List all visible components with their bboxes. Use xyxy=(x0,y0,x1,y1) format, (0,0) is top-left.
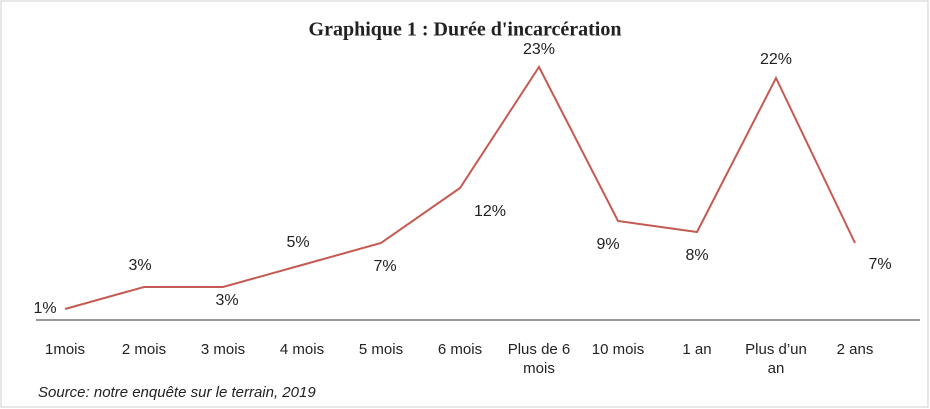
data-label: 7% xyxy=(868,256,891,273)
data-label: 1% xyxy=(33,300,56,317)
x-tick-label: 5 mois xyxy=(358,341,404,358)
x-tick-label: 10 mois xyxy=(591,341,645,358)
data-label: 23% xyxy=(523,41,555,58)
data-label: 3% xyxy=(215,292,238,309)
data-label: 5% xyxy=(286,234,309,251)
data-label: 3% xyxy=(128,257,151,274)
x-tick-label: 1mois xyxy=(44,341,85,358)
data-label: 9% xyxy=(596,236,619,253)
chart-title: Graphique 1 : Durée d'incarcération xyxy=(309,19,622,41)
x-tick-label: Plus d’un an xyxy=(745,341,807,377)
x-tick-label: 2 mois xyxy=(121,341,167,358)
line xyxy=(64,65,856,310)
x-tick-label: Plus de 6 mois xyxy=(507,341,571,377)
source: Source: notre enquête sur le terrain, 20… xyxy=(38,384,316,401)
x-tick-label: 1 an xyxy=(682,341,712,358)
x-tick-label: 4 mois xyxy=(279,341,325,358)
data-label: 7% xyxy=(373,258,396,275)
data-label: 22% xyxy=(760,51,792,68)
x-tick-label: 2 ans xyxy=(836,341,874,358)
x-tick-label: 3 mois xyxy=(200,341,246,358)
data-label: 12% xyxy=(474,203,506,220)
data-label: 8% xyxy=(685,247,708,264)
x-tick-label: 6 mois xyxy=(437,341,483,358)
